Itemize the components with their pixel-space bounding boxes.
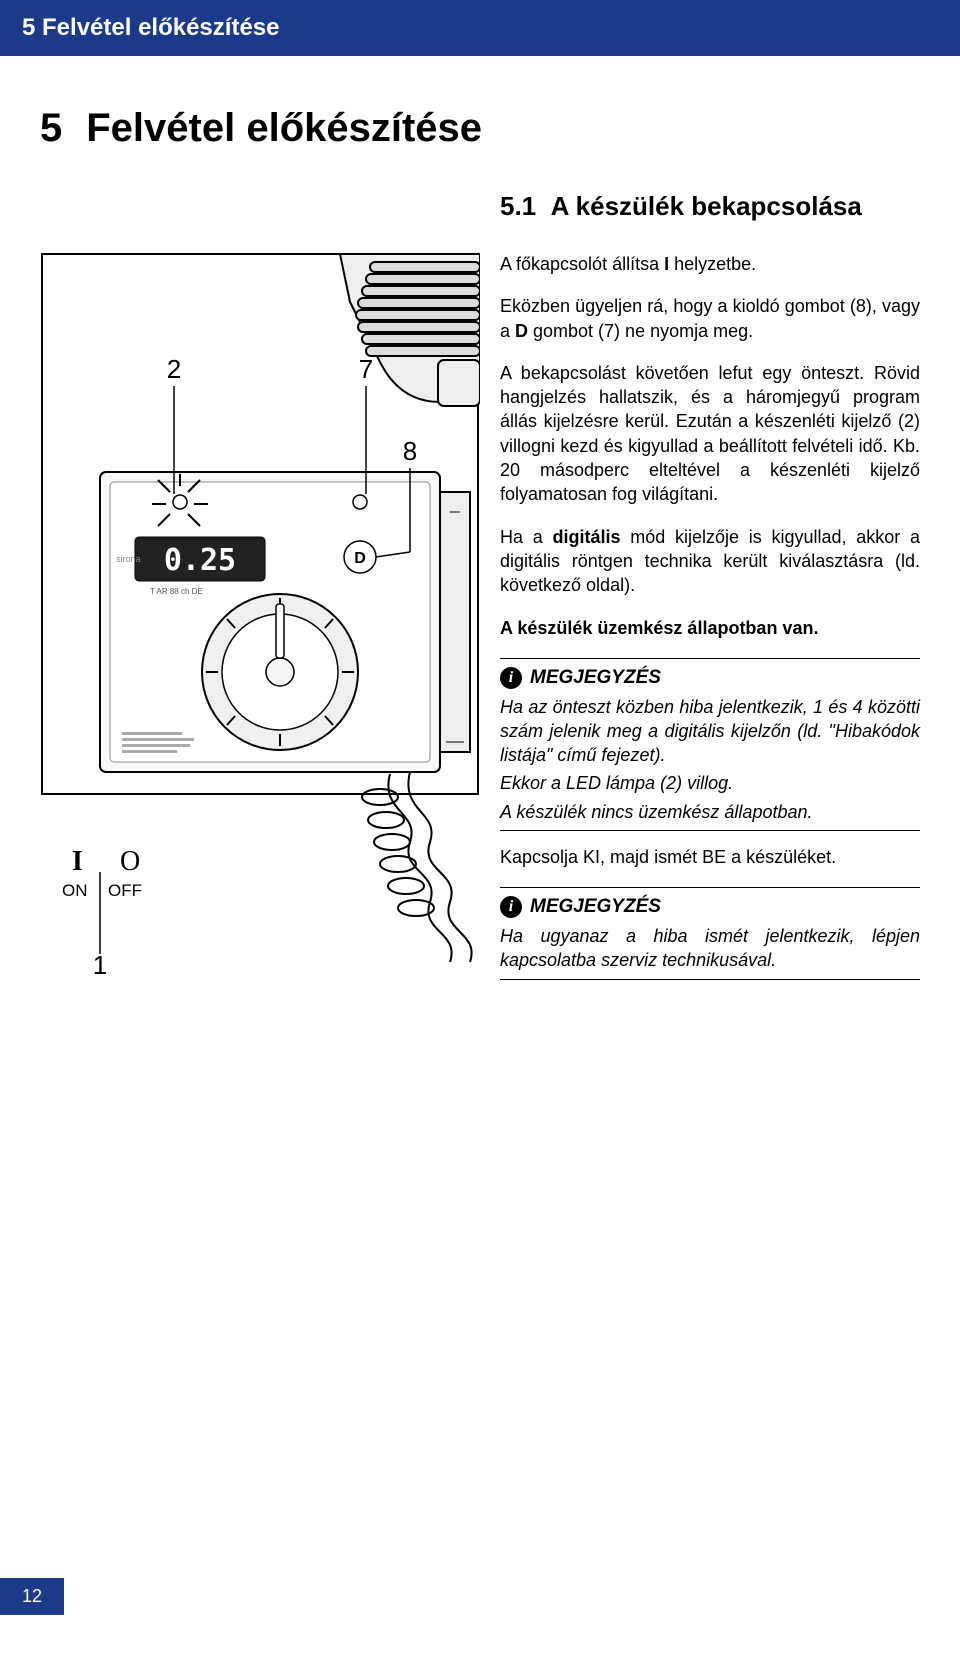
note-separator	[500, 658, 920, 659]
svg-text:T AR 88 ch DE: T AR 88 ch DE	[150, 587, 203, 596]
info-icon: i	[500, 896, 522, 918]
section-number: 5	[40, 106, 62, 150]
page-header: 5 Felvétel előkészítése	[0, 0, 960, 56]
svg-text:8: 8	[403, 436, 417, 466]
note-2-label: MEGJEGYZÉS	[530, 894, 661, 920]
note-separator	[500, 979, 920, 980]
device-illustration: 0.25 T AR 88 ch DE D si	[40, 252, 480, 1022]
note-1-line-1: Ha az önteszt közben hiba jelentkezik, 1…	[500, 695, 920, 768]
paragraph-4: Ha a digitális mód kijelzője is kigyulla…	[500, 525, 920, 598]
paragraph-1: A főkapcsolót állítsa I helyzetbe.	[500, 252, 920, 276]
subsection-heading: 5.1 A készülék bekapcsolása	[500, 191, 960, 222]
note-1-header: i MEGJEGYZÉS	[500, 665, 920, 691]
paragraph-2: Eközben ügyeljen rá, hogy a kioldó gombo…	[500, 294, 920, 343]
note-separator	[500, 887, 920, 888]
page-number: 12	[0, 1578, 64, 1615]
section-title: Felvétel előkészítése	[86, 106, 482, 150]
paragraph-5: A készülék üzemkész állapotban van.	[500, 616, 920, 640]
section-heading: 5 Felvétel előkészítése	[40, 106, 960, 151]
paragraph-3: A bekapcsolást követően lefut egy öntesz…	[500, 361, 920, 507]
svg-text:D: D	[354, 550, 366, 567]
text-column: A főkapcsolót állítsa I helyzetbe. Eközb…	[500, 252, 920, 1022]
note-2-line-1: Ha ugyanaz a hiba ismét jelentkezik, lép…	[500, 924, 920, 973]
header-title: 5 Felvétel előkészítése	[22, 14, 279, 41]
note-2-header: i MEGJEGYZÉS	[500, 894, 920, 920]
note-1-label: MEGJEGYZÉS	[530, 665, 661, 691]
content-row: 0.25 T AR 88 ch DE D si	[0, 252, 960, 1022]
note-1-line-2: Ekkor a LED lámpa (2) villog.	[500, 771, 920, 795]
svg-text:I: I	[72, 846, 83, 877]
svg-text:1: 1	[93, 950, 107, 980]
note-separator	[500, 830, 920, 831]
info-icon: i	[500, 667, 522, 689]
subsection-number: 5.1	[500, 191, 536, 221]
svg-text:ON: ON	[62, 881, 88, 900]
svg-text:2: 2	[167, 354, 181, 384]
svg-text:sirona: sirona	[116, 554, 141, 564]
note-1-line-3: A készülék nincs üzemkész állapotban.	[500, 800, 920, 824]
svg-text:OFF: OFF	[108, 881, 142, 900]
svg-text:O: O	[120, 846, 140, 877]
subsection-title: A készülék bekapcsolása	[551, 191, 862, 221]
svg-text:7: 7	[359, 354, 373, 384]
svg-text:0.25: 0.25	[164, 543, 236, 578]
after-note-1: Kapcsolja KI, majd ismét BE a készüléket…	[500, 845, 920, 869]
